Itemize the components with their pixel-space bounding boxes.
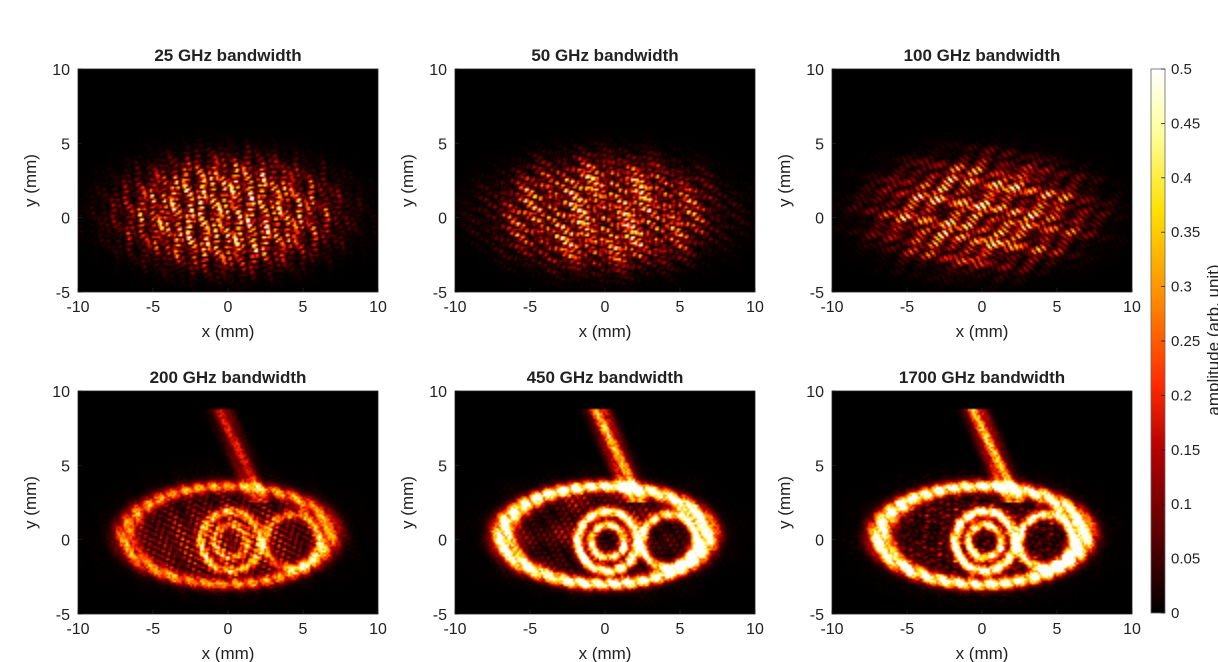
y-tick-label: 10 <box>52 62 70 79</box>
chart-title: 50 GHz bandwidth <box>531 46 678 65</box>
x-axis-label: x (mm) <box>579 322 632 341</box>
colorbar-tick-label: 0 <box>1171 605 1179 622</box>
heatmap-image <box>455 391 755 614</box>
x-tick-label: 0 <box>224 621 233 638</box>
colorbar-tick-label: 0.3 <box>1171 279 1192 296</box>
y-tick-label: 0 <box>61 211 70 228</box>
x-tick-label: -10 <box>443 299 466 316</box>
x-tick-label: -10 <box>66 621 89 638</box>
x-tick-label: 5 <box>1053 299 1062 316</box>
colorbar-tick-label: 0.25 <box>1171 333 1200 350</box>
colorbar-tick-label: 0.45 <box>1171 115 1200 132</box>
x-tick-label: -10 <box>443 621 466 638</box>
colorbar-label: amplitude (arb. unit) <box>1204 264 1218 415</box>
y-tick-label: 5 <box>438 458 447 475</box>
heatmap-image <box>455 69 755 292</box>
chart-title: 1700 GHz bandwidth <box>899 368 1065 387</box>
y-tick-label: 10 <box>429 384 447 401</box>
heatmap-image <box>78 391 378 614</box>
x-tick-label: 5 <box>299 621 308 638</box>
x-tick-label: 0 <box>224 299 233 316</box>
colorbar-tick-label: 0.35 <box>1171 224 1200 241</box>
x-tick-label: 5 <box>676 299 685 316</box>
colorbar-tick-label: 0.1 <box>1171 496 1192 513</box>
x-axis-label: x (mm) <box>579 644 632 662</box>
x-axis-label: x (mm) <box>956 644 1009 662</box>
chart-title: 450 GHz bandwidth <box>527 368 684 387</box>
x-axis-label: x (mm) <box>956 322 1009 341</box>
colorbar-tick-label: 0.4 <box>1171 170 1192 187</box>
x-tick-label: -5 <box>523 299 537 316</box>
y-axis-label: y (mm) <box>21 154 40 207</box>
colorbar-tick-label: 0.5 <box>1171 61 1192 78</box>
x-tick-label: 10 <box>369 621 387 638</box>
x-tick-label: -5 <box>146 621 160 638</box>
x-axis-label: x (mm) <box>202 322 255 341</box>
heatmap-image <box>78 69 378 292</box>
y-axis-label: y (mm) <box>775 476 794 529</box>
y-tick-label: -5 <box>810 285 824 302</box>
y-tick-label: 0 <box>438 533 447 550</box>
chart-title: 100 GHz bandwidth <box>904 46 1061 65</box>
y-tick-label: 10 <box>52 384 70 401</box>
x-tick-label: 10 <box>746 621 764 638</box>
heatmap-image <box>832 391 1132 614</box>
x-tick-label: 10 <box>369 299 387 316</box>
x-tick-label: 0 <box>978 621 987 638</box>
y-axis-label: y (mm) <box>398 476 417 529</box>
y-tick-label: 0 <box>61 533 70 550</box>
x-tick-label: 0 <box>601 621 610 638</box>
x-tick-label: -10 <box>66 299 89 316</box>
x-tick-label: 5 <box>1053 621 1062 638</box>
y-tick-label: -5 <box>810 607 824 624</box>
y-tick-label: 5 <box>61 458 70 475</box>
colorbar-tick-label: 0.2 <box>1171 387 1192 404</box>
x-axis-label: x (mm) <box>202 644 255 662</box>
y-tick-label: -5 <box>433 285 447 302</box>
y-tick-label: 5 <box>61 136 70 153</box>
y-tick-label: 10 <box>806 62 824 79</box>
colorbar-tick-label: 0.15 <box>1171 442 1200 459</box>
colorbar: 0 0.05 0.1 0.15 0.2 0.25 0.3 0.35 0.4 0.45 0.5 amp… <box>1150 61 1218 622</box>
x-tick-label: 10 <box>746 299 764 316</box>
chart-title: 200 GHz bandwidth <box>150 368 307 387</box>
x-tick-label: -10 <box>820 299 843 316</box>
y-tick-label: 5 <box>815 136 824 153</box>
x-tick-label: 10 <box>1123 621 1141 638</box>
x-tick-label: 5 <box>299 299 308 316</box>
y-axis-label: y (mm) <box>398 154 417 207</box>
x-tick-label: -10 <box>820 621 843 638</box>
y-tick-label: -5 <box>56 285 70 302</box>
y-tick-label: -5 <box>433 607 447 624</box>
y-tick-label: 5 <box>815 458 824 475</box>
x-tick-label: -5 <box>523 621 537 638</box>
x-tick-label: 0 <box>601 299 610 316</box>
x-tick-label: 10 <box>1123 299 1141 316</box>
y-tick-label: 10 <box>429 62 447 79</box>
x-tick-label: -5 <box>900 299 914 316</box>
y-axis-label: y (mm) <box>21 476 40 529</box>
x-tick-label: 5 <box>676 621 685 638</box>
x-tick-label: -5 <box>900 621 914 638</box>
y-tick-label: 0 <box>438 211 447 228</box>
y-tick-label: 0 <box>815 211 824 228</box>
y-tick-label: -5 <box>56 607 70 624</box>
x-tick-label: 0 <box>978 299 987 316</box>
heatmap-image <box>832 69 1132 292</box>
y-tick-label: 5 <box>438 136 447 153</box>
y-axis-label: y (mm) <box>775 154 794 207</box>
y-tick-label: 10 <box>806 384 824 401</box>
colorbar-tick-label: 0.05 <box>1171 551 1200 568</box>
x-tick-label: -5 <box>146 299 160 316</box>
y-tick-label: 0 <box>815 533 824 550</box>
chart-title: 25 GHz bandwidth <box>154 46 301 65</box>
